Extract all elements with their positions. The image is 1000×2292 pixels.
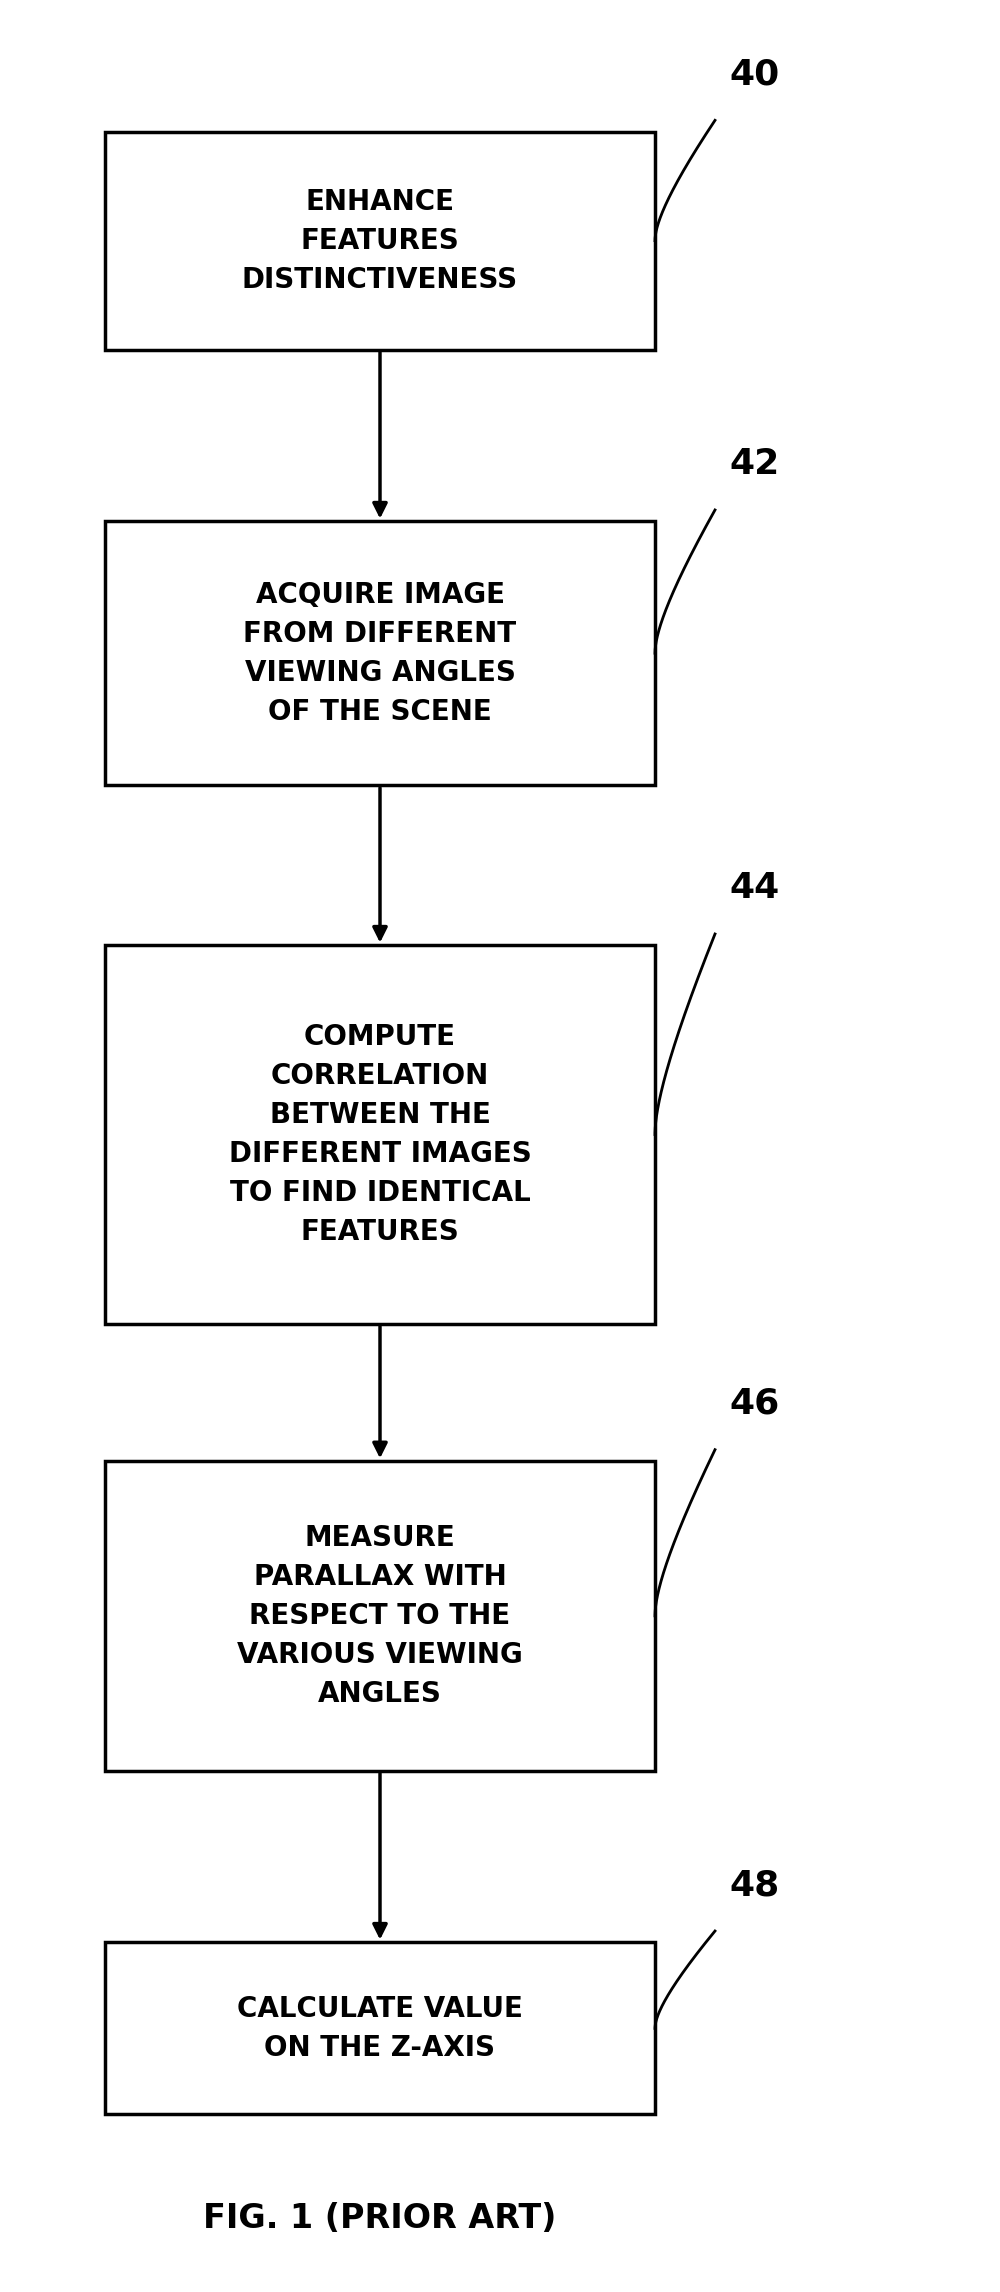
- FancyBboxPatch shape: [105, 1462, 655, 1769]
- Text: 42: 42: [730, 447, 780, 481]
- Text: MEASURE
PARALLAX WITH
RESPECT TO THE
VARIOUS VIEWING
ANGLES: MEASURE PARALLAX WITH RESPECT TO THE VAR…: [237, 1524, 523, 1708]
- Text: 46: 46: [730, 1387, 780, 1421]
- Text: ENHANCE
FEATURES
DISTINCTIVENESS: ENHANCE FEATURES DISTINCTIVENESS: [242, 188, 518, 293]
- Text: 44: 44: [730, 871, 780, 905]
- FancyBboxPatch shape: [105, 523, 655, 784]
- Text: 40: 40: [730, 57, 780, 92]
- Text: ACQUIRE IMAGE
FROM DIFFERENT
VIEWING ANGLES
OF THE SCENE: ACQUIRE IMAGE FROM DIFFERENT VIEWING ANG…: [243, 580, 517, 727]
- Text: COMPUTE
CORRELATION
BETWEEN THE
DIFFERENT IMAGES
TO FIND IDENTICAL
FEATURES: COMPUTE CORRELATION BETWEEN THE DIFFEREN…: [229, 1022, 531, 1247]
- FancyBboxPatch shape: [105, 944, 655, 1325]
- FancyBboxPatch shape: [105, 131, 655, 348]
- FancyBboxPatch shape: [105, 1941, 655, 2113]
- Text: 48: 48: [730, 1868, 780, 1902]
- Text: CALCULATE VALUE
ON THE Z-AXIS: CALCULATE VALUE ON THE Z-AXIS: [237, 1994, 523, 2063]
- Text: FIG. 1 (PRIOR ART): FIG. 1 (PRIOR ART): [203, 2203, 557, 2235]
